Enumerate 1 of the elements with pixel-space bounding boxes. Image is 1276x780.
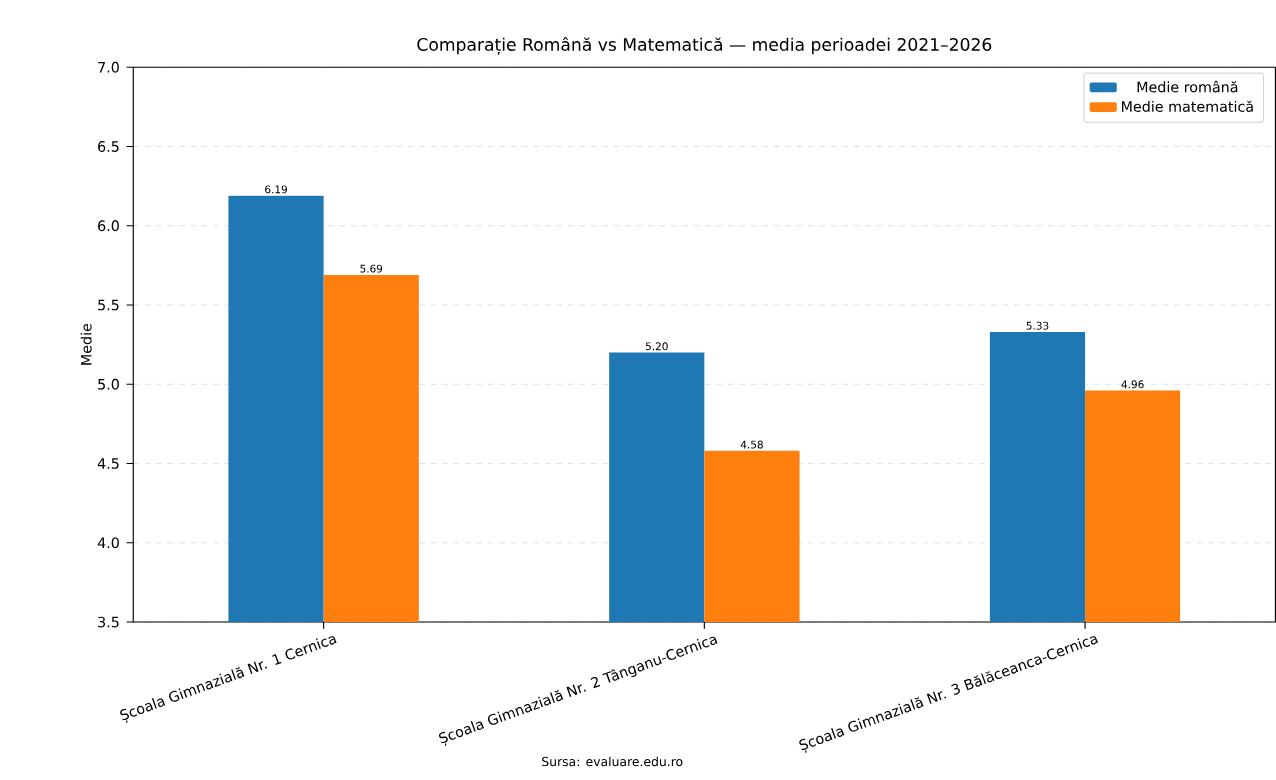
chart-title: Comparație Română vs Matematică — media perioadei 2021–2026 [417,36,992,55]
